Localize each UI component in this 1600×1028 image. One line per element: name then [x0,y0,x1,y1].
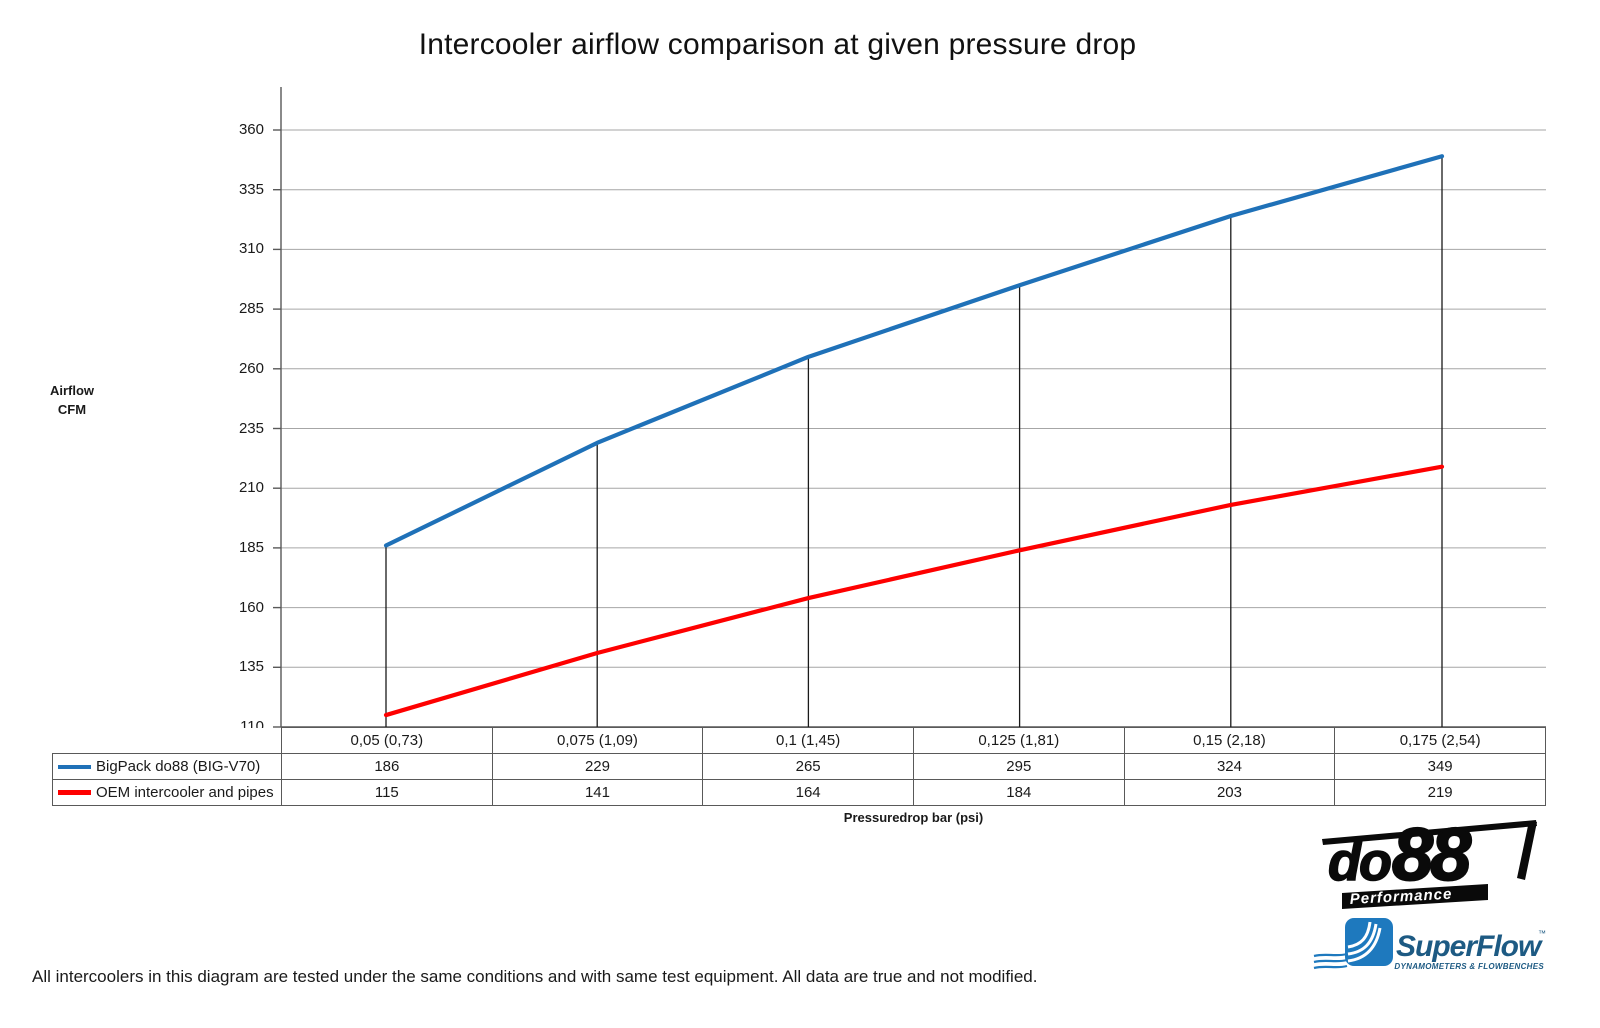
value-cell: 203 [1123,779,1336,806]
chart-title: Intercooler airflow comparison at given … [418,28,1137,61]
x-axis-title: Pressuredrop bar (psi) [843,810,984,825]
value-cell: 141 [491,779,704,806]
superflow-tagline: DYNAMOMETERS & FLOWBENCHES [1394,962,1544,971]
series-line-0 [383,154,1445,548]
series-row-bigpack: BigPack do88 (BIG-V70) 186 229 265 295 3… [52,753,1546,780]
category-label: 0,125 (1,81) [912,727,1125,754]
y-tick-label: 210 [238,479,264,497]
value-cell: 295 [912,753,1125,780]
y-axis-title-line2: CFM [57,402,87,417]
superflow-trademark: ™ [1538,929,1546,938]
superflow-logo: SuperFlow ™ DYNAMOMETERS & FLOWBENCHES [1313,918,1546,971]
blue-line-swatch [58,764,91,769]
category-row: 0,05 (0,73) 0,075 (1,09) 0,1 (1,45) 0,12… [52,727,1546,754]
y-tick-label: 135 [238,658,264,676]
y-axis-title: Airflow CFM [22,381,122,419]
category-label: 0,075 (1,09) [491,727,704,754]
y-tick-label: 335 [238,180,264,198]
value-cell: 184 [912,779,1125,806]
value-cell: 219 [1334,779,1546,806]
do88-logo-text-88: 88 [1392,813,1472,896]
category-label: 0,1 (1,45) [702,727,914,754]
y-tick-label: 235 [238,419,264,437]
superflow-waves-left [1313,952,1348,970]
superflow-logo-text: SuperFlow [1396,930,1543,963]
value-cell: 229 [491,753,704,780]
y-tick-label: 260 [238,359,264,377]
y-tick-label: 310 [238,240,264,258]
legend-item: OEM intercooler and pipes [52,779,282,806]
y-tick-label: 160 [238,598,264,616]
do88-logo-right-edge [1517,821,1537,880]
red-line-swatch [58,790,91,795]
y-tick-label: 185 [238,538,264,556]
series-row-oem: OEM intercooler and pipes 115 141 164 18… [52,779,1546,806]
category-label: 0,05 (0,73) [281,727,493,754]
do88-logo-text-do: do [1328,832,1391,892]
do88-logo-tagline-bar [1342,884,1488,909]
y-tick-label: 285 [238,300,264,318]
data-table: 0,05 (0,73) 0,075 (1,09) 0,1 (1,45) 0,12… [52,727,1546,806]
do88-logo-tagline: Performance [1349,886,1452,908]
legend-label: BigPack do88 (BIG-V70) [96,758,261,775]
superflow-icon-waves [1347,921,1382,963]
y-tick-label: 360 [238,121,264,138]
category-label: 0,15 (2,18) [1123,727,1336,754]
series-line-1 [383,464,1445,718]
value-cell: 186 [281,753,493,780]
value-cell: 324 [1123,753,1336,780]
legend-item: BigPack do88 (BIG-V70) [52,753,282,780]
category-label: 0,175 (2,54) [1334,727,1546,754]
do88-logo: do 88 Performance [1322,812,1537,909]
plot-area [273,87,1546,728]
blank-cell [52,727,282,754]
legend-label: OEM intercooler and pipes [96,784,274,801]
value-cell: 115 [281,779,493,806]
value-cell: 349 [1334,753,1546,780]
y-axis-title-line1: Airflow [49,383,95,398]
do88-logo-top-line [1322,820,1537,845]
footnote: All intercoolers in this diagram are tes… [32,967,1038,986]
value-cell: 265 [702,753,914,780]
value-cell: 164 [702,779,914,806]
